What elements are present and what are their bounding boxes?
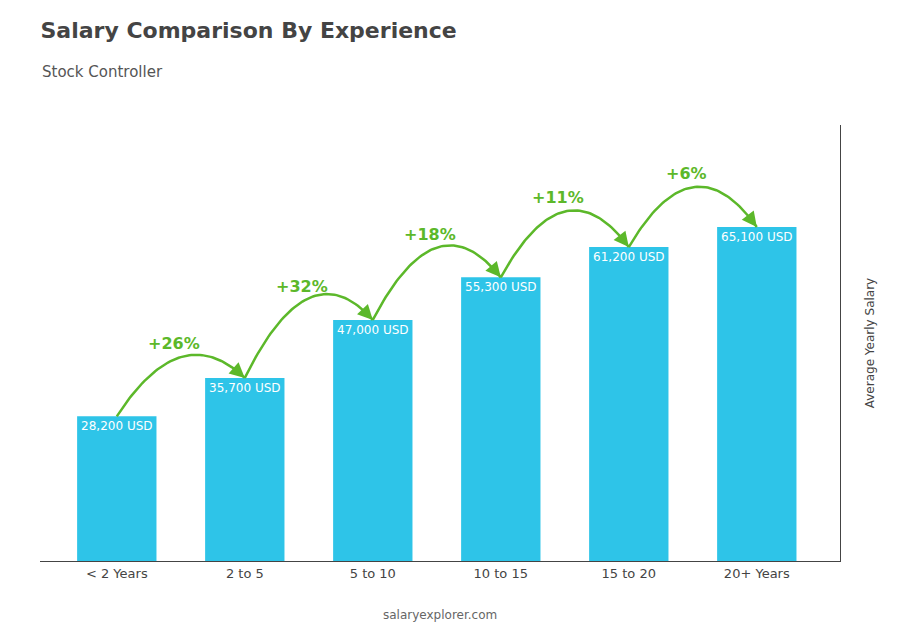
svg-text:55,300 USD: 55,300 USD: [465, 280, 536, 294]
svg-text:< 2 Years: < 2 Years: [86, 566, 148, 581]
svg-text:+26%: +26%: [148, 334, 200, 353]
svg-text:+18%: +18%: [404, 225, 456, 244]
svg-text:20+ Years: 20+ Years: [724, 566, 790, 581]
svg-text:Salary Comparison By Experienc: Salary Comparison By Experience: [41, 18, 457, 43]
svg-text:+32%: +32%: [276, 277, 328, 296]
svg-text:61,200 USD: 61,200 USD: [593, 250, 664, 264]
svg-text:5 to 10: 5 to 10: [350, 566, 396, 581]
svg-text:15 to 20: 15 to 20: [602, 566, 656, 581]
svg-text:Stock Controller: Stock Controller: [42, 63, 163, 81]
svg-text:35,700 USD: 35,700 USD: [209, 381, 280, 395]
svg-text:28,200 USD: 28,200 USD: [81, 419, 152, 433]
svg-text:+11%: +11%: [532, 188, 584, 207]
svg-text:+6%: +6%: [666, 164, 707, 183]
svg-text:2 to 5: 2 to 5: [226, 566, 264, 581]
svg-text:10 to 15: 10 to 15: [474, 566, 528, 581]
svg-text:salaryexplorer.com: salaryexplorer.com: [383, 608, 497, 622]
svg-text:65,100 USD: 65,100 USD: [721, 230, 792, 244]
svg-text:47,000 USD: 47,000 USD: [337, 323, 408, 337]
svg-text:Average Yearly Salary: Average Yearly Salary: [863, 278, 877, 408]
